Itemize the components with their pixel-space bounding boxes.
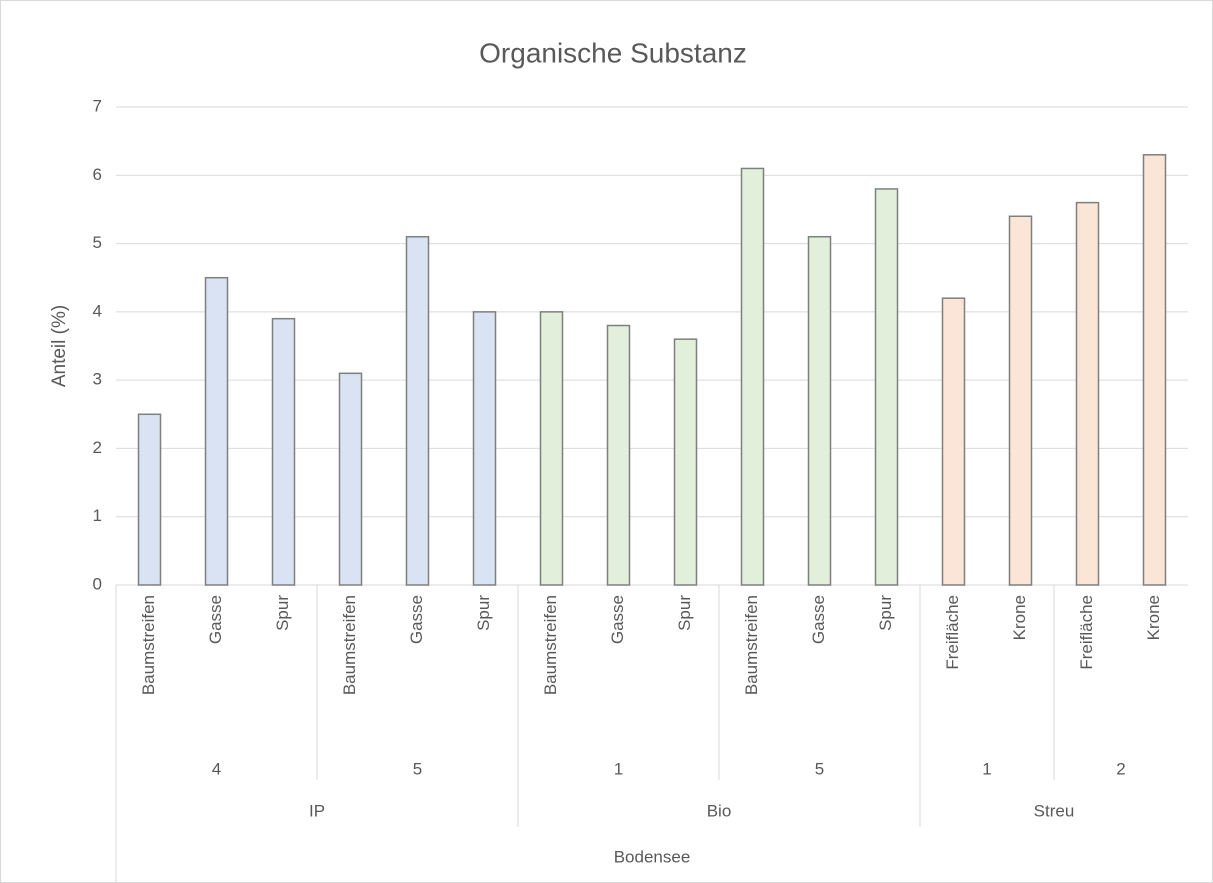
y-tick-label: 4 <box>93 301 102 320</box>
group-label: IP <box>309 801 325 820</box>
group-label: 4 <box>212 759 221 778</box>
x-tick-label: Baumstreifen <box>340 595 359 695</box>
x-tick-label: Gasse <box>608 595 627 644</box>
y-axis-label: Anteil (%) <box>49 305 70 387</box>
bar <box>405 235 430 586</box>
y-tick-label: 5 <box>93 233 102 252</box>
bar <box>673 338 698 586</box>
bar <box>807 235 832 586</box>
bar <box>539 311 564 586</box>
y-tick-label: 3 <box>93 370 102 389</box>
x-tick-label: Spur <box>876 595 895 631</box>
y-tick-label: 7 <box>93 96 102 115</box>
x-tick-label: Gasse <box>809 595 828 644</box>
x-tick-label: Krone <box>1144 595 1163 640</box>
bar <box>606 324 631 586</box>
x-tick-label: Spur <box>273 595 292 631</box>
group-label: 1 <box>614 759 623 778</box>
x-tick-label: Freifläche <box>1077 595 1096 670</box>
bar <box>941 297 966 586</box>
bar <box>137 413 162 586</box>
group-label: Bodensee <box>614 847 691 866</box>
bar <box>1075 201 1100 586</box>
bar <box>472 311 497 586</box>
bar <box>1142 154 1167 586</box>
group-label: 1 <box>982 759 991 778</box>
chart-title: Organische Substanz <box>479 37 747 68</box>
x-tick-label: Spur <box>675 595 694 631</box>
x-tick-label: Gasse <box>407 595 426 644</box>
group-label: Bio <box>707 801 732 820</box>
x-tick-label: Gasse <box>206 595 225 644</box>
group-label: Streu <box>1034 801 1075 820</box>
bar <box>204 276 229 586</box>
y-tick-label: 2 <box>93 438 102 457</box>
x-tick-label: Baumstreifen <box>139 595 158 695</box>
bar <box>874 188 899 586</box>
y-tick-label: 1 <box>93 506 102 525</box>
x-tick-label: Freifläche <box>943 595 962 670</box>
bar <box>740 167 765 586</box>
x-tick-label: Baumstreifen <box>541 595 560 695</box>
y-tick-label: 6 <box>93 165 102 184</box>
group-label: 2 <box>1116 759 1125 778</box>
bar <box>271 317 296 586</box>
group-label: 5 <box>815 759 824 778</box>
x-tick-label: Spur <box>474 595 493 631</box>
x-tick-label: Baumstreifen <box>742 595 761 695</box>
bar <box>338 372 363 586</box>
group-label: 5 <box>413 759 422 778</box>
y-tick-label: 0 <box>93 574 102 593</box>
x-tick-label: Krone <box>1010 595 1029 640</box>
bar <box>1008 215 1033 586</box>
